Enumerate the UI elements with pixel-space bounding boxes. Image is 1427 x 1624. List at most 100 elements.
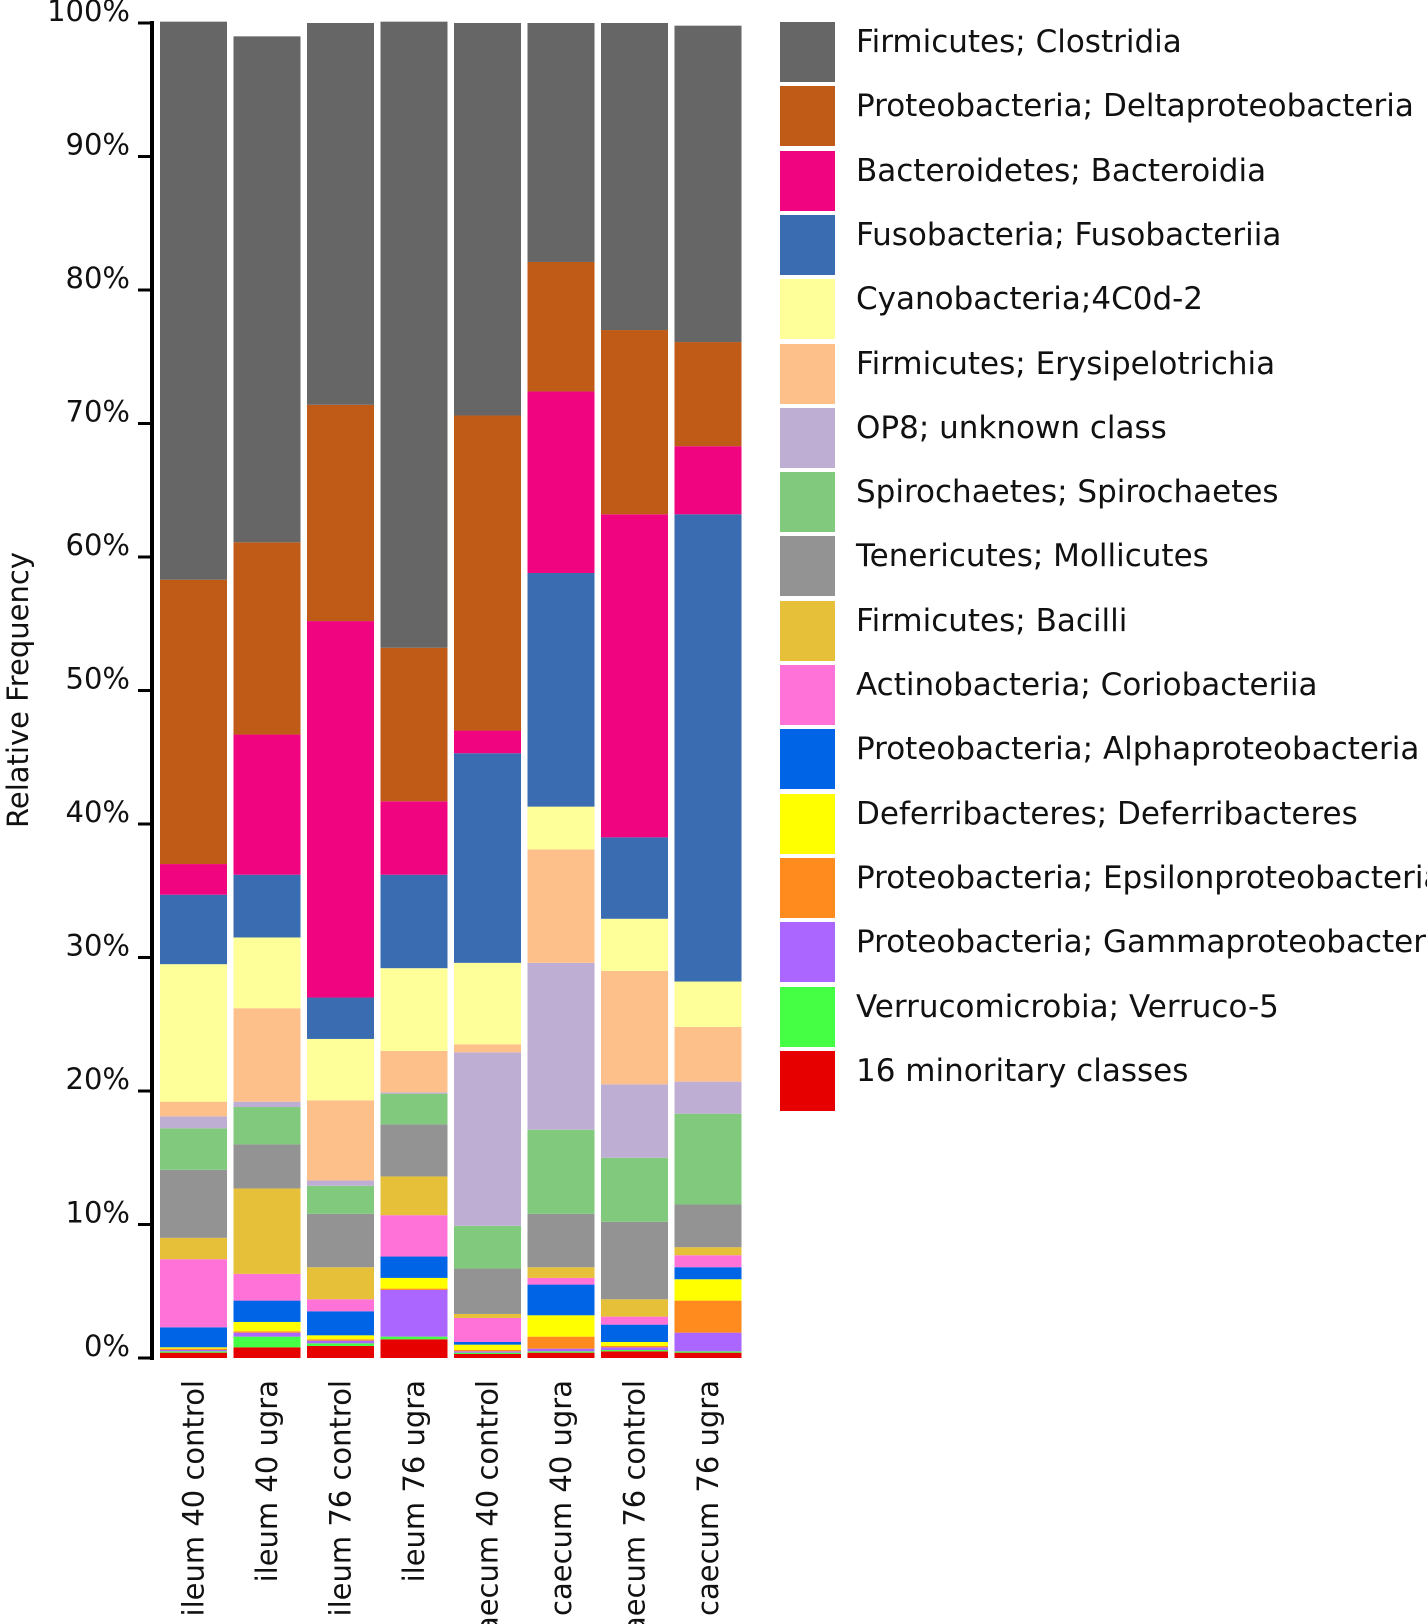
bar-column: [674, 25, 742, 1358]
bar-segment: [233, 1332, 301, 1337]
legend-swatch: [780, 1050, 835, 1111]
legend-item: OP8; unknown class: [780, 407, 1420, 468]
legend-item: 16 minoritary classes: [780, 1050, 1420, 1111]
x-tick-label: ileum 40 control: [177, 1380, 211, 1616]
bar-segment: [233, 734, 301, 875]
bars-group: [160, 21, 742, 1358]
y-tick-label: 10%: [66, 1196, 130, 1230]
x-tick-label: caecum 76 control: [618, 1380, 652, 1624]
bar-segment: [454, 1225, 521, 1269]
legend-label: Cyanobacteria;4C0d-2: [856, 281, 1204, 318]
bar-segment: [674, 1267, 742, 1280]
legend-item: Actinobacteria; Coriobacteriia: [780, 665, 1420, 725]
legend-swatch: [780, 665, 835, 725]
y-tick-label: 40%: [66, 795, 130, 829]
bar-segment: [233, 1321, 301, 1332]
bar-segment: [674, 1300, 742, 1333]
bar-segment: [307, 1343, 374, 1346]
bar-column: [454, 23, 521, 1358]
bar-segment: [601, 1345, 668, 1348]
bar-segment: [674, 1255, 742, 1268]
bar-segment: [380, 1215, 448, 1257]
bar-segment: [527, 573, 595, 807]
legend-label: Actinobacteria; Coriobacteriia: [856, 667, 1318, 703]
bar-segment: [527, 1336, 595, 1349]
legend-label: Firmicutes; Erysipelotrichia: [856, 345, 1276, 382]
bar-segment: [380, 874, 448, 969]
legend-swatch: [780, 214, 835, 275]
legend-label: Firmicutes; Bacilli: [856, 602, 1128, 639]
y-tick-label: 20%: [66, 1062, 130, 1096]
bar-segment: [454, 1353, 521, 1358]
bar-segment: [527, 1348, 595, 1352]
bar-segment: [233, 1300, 301, 1322]
legend-label: Deferribacteres; Deferribacteres: [856, 795, 1358, 832]
bar-segment: [454, 1317, 521, 1342]
bar-segment: [527, 1267, 595, 1278]
bar-segment: [380, 1124, 448, 1177]
legend-swatch: [780, 86, 835, 147]
bar-segment: [380, 1050, 448, 1093]
legend-label: Bacteroidetes; Bacteroidia: [856, 152, 1267, 189]
bar-segment: [307, 23, 374, 405]
bar-segment: [160, 1259, 227, 1328]
legend-swatch: [780, 343, 835, 404]
legend-swatch: [780, 536, 835, 597]
bar-segment: [307, 1339, 374, 1341]
bar-column: [380, 21, 448, 1358]
bar-segment: [601, 1299, 668, 1317]
legend-item: Firmicutes; Clostridia: [780, 22, 1420, 82]
bar-segment: [527, 806, 595, 850]
bar-segment: [160, 1128, 227, 1170]
legend-swatch: [780, 407, 835, 468]
y-tick-label: 70%: [66, 395, 130, 429]
bar-segment: [601, 918, 668, 971]
bar-segment: [601, 514, 668, 838]
bar-segment: [307, 1213, 374, 1268]
bar-segment: [233, 1107, 301, 1145]
bar-segment: [527, 391, 595, 574]
bar-segment: [160, 1327, 227, 1348]
y-axis: 0% 10% 20% 30% 40% 50% 60% 70% 80% 90% 100%: [47, 0, 154, 1363]
bar-segment: [674, 1279, 742, 1301]
bar-segment: [454, 23, 521, 416]
legend-item: Proteobacteria; Gammaproteobacteria: [780, 922, 1427, 983]
bar-segment: [307, 1100, 374, 1181]
bar-segment: [454, 1352, 521, 1354]
bar-segment: [233, 1336, 301, 1348]
x-tick-label: ileum 76 ugra: [397, 1380, 431, 1582]
bar-segment: [674, 1351, 742, 1353]
bar-segment: [160, 1352, 227, 1358]
bar-segment: [307, 1180, 374, 1186]
bar-segment: [601, 1157, 668, 1222]
bar-segment: [527, 1129, 595, 1214]
bar-segment: [307, 1345, 374, 1358]
y-tick-label: 50%: [66, 662, 130, 696]
bar-segment: [160, 1347, 227, 1349]
bar-segment: [233, 1188, 301, 1274]
legend-swatch: [780, 279, 835, 340]
bar-segment: [601, 1084, 668, 1158]
legend-label: 16 minoritary classes: [856, 1052, 1189, 1089]
bar-column: [601, 23, 668, 1358]
bar-segment: [233, 1273, 301, 1301]
legend-label: Fusobacteria; Fusobacteriia: [856, 216, 1282, 253]
bar-segment: [454, 415, 521, 731]
bar-segment: [527, 1315, 595, 1337]
bar-segment: [380, 1256, 448, 1278]
x-tick-label: caecum 76 ugra: [691, 1380, 725, 1616]
bar-segment: [380, 1093, 448, 1125]
legend-item: Deferribacteres; Deferribacteres: [780, 793, 1420, 854]
y-tick-label: 90%: [66, 128, 130, 162]
bar-segment: [454, 1044, 521, 1053]
bar-segment: [601, 1347, 668, 1350]
legend-item: Proteobacteria; Epsilonproteobacteria: [780, 857, 1427, 918]
bar-segment: [601, 1324, 668, 1342]
bar-segment: [160, 894, 227, 965]
bar-segment: [527, 261, 595, 392]
bar-segment: [380, 801, 448, 875]
legend-swatch: [780, 793, 835, 854]
bar-segment: [380, 1336, 448, 1340]
legend-swatch: [780, 857, 835, 918]
legend-item: Firmicutes; Bacilli: [780, 600, 1420, 661]
